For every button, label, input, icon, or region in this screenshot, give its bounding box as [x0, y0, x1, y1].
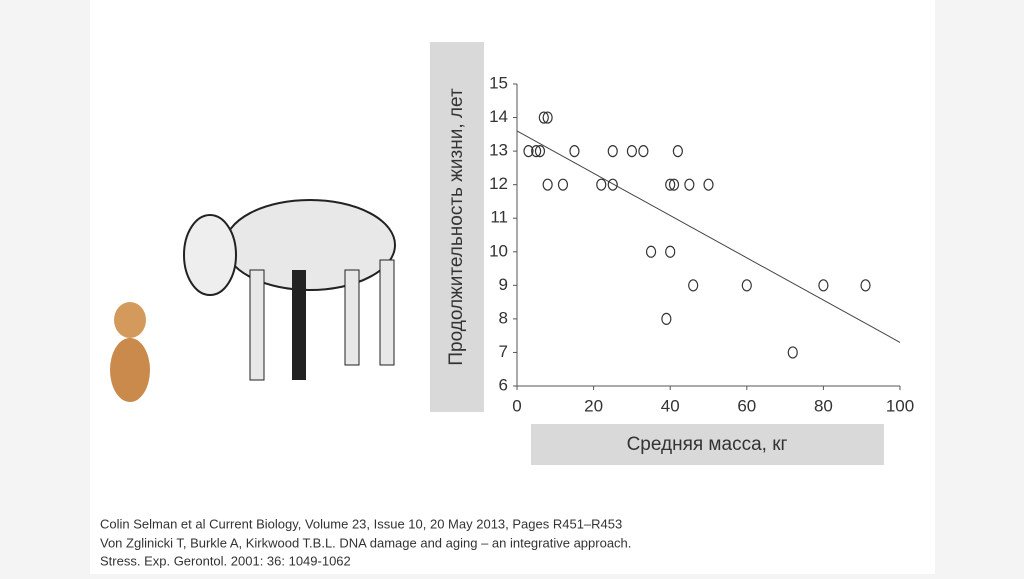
- scatter-point: [607, 178, 618, 191]
- x-tick-label: 80: [814, 396, 833, 415]
- scatter-point: [688, 279, 699, 292]
- y-tick-label: 6: [499, 375, 508, 394]
- scatter-point: [665, 178, 676, 191]
- y-tick-label: 12: [489, 174, 508, 193]
- slide-background: [90, 0, 935, 574]
- scatter-point: [542, 178, 553, 191]
- y-tick-label: 10: [489, 241, 508, 260]
- scatter-point: [703, 178, 714, 191]
- y-tick-label: 8: [499, 308, 508, 327]
- scatter-point: [661, 312, 672, 325]
- scatter-point: [668, 178, 680, 191]
- scatter-point: [534, 145, 546, 158]
- dog-illustrations: [110, 199, 396, 402]
- scatter-point: [860, 279, 871, 292]
- scatter-point: [684, 178, 695, 191]
- y-label-box: [430, 42, 484, 412]
- scatter-point: [523, 145, 534, 158]
- scatter-point: [607, 145, 618, 158]
- large-dog-leg: [379, 259, 395, 366]
- x-axis-label: Средняя масса, кг: [627, 434, 788, 455]
- x-tick-label: 20: [584, 396, 603, 415]
- citation-line: Stress. Exp. Gerontol. 2001: 36: 1049-10…: [100, 553, 351, 568]
- x-tick-label: 40: [661, 396, 680, 415]
- y-tick-label: 15: [489, 73, 508, 92]
- scatter-point: [645, 245, 657, 258]
- scatter-point: [531, 145, 542, 158]
- scatter-point: [787, 346, 798, 359]
- y-tick-label: 9: [499, 275, 508, 294]
- scatter-point: [626, 145, 638, 158]
- scatter-point: [672, 145, 683, 158]
- scatter-point: [638, 145, 649, 158]
- y-axis-label: Продолжительность жизни, лет: [446, 88, 467, 366]
- scatter-point: [665, 245, 676, 258]
- large-dog-head: [183, 214, 237, 296]
- small-dog-head: [114, 302, 146, 338]
- trend-line: [516, 130, 901, 343]
- scatter-point: [569, 145, 580, 158]
- y-tick-label: 13: [489, 141, 508, 160]
- x-tick-label: 0: [512, 396, 521, 415]
- citation-line: Colin Selman et al Current Biology, Volu…: [100, 516, 622, 531]
- large-dog-leg: [292, 270, 306, 380]
- x-tick-label: 60: [737, 396, 756, 415]
- large-dog-leg: [249, 269, 265, 381]
- small-dog: [110, 338, 150, 402]
- x-tick-label: 100: [886, 396, 914, 415]
- y-tick-label: 7: [499, 342, 508, 361]
- y-tick-label: 11: [490, 208, 508, 227]
- scatter-point: [596, 178, 607, 191]
- scatter-point: [818, 279, 829, 292]
- scatter-point: [741, 279, 752, 292]
- scatter-point: [557, 178, 569, 191]
- y-tick-label: 14: [489, 107, 508, 126]
- scatter-point: [542, 111, 553, 124]
- x-label-box: [531, 424, 884, 465]
- citation-line: Von Zglinicki T, Burkle A, Kirkwood T.B.…: [100, 535, 631, 550]
- scatter-point: [538, 111, 549, 124]
- large-dog-leg: [344, 269, 360, 366]
